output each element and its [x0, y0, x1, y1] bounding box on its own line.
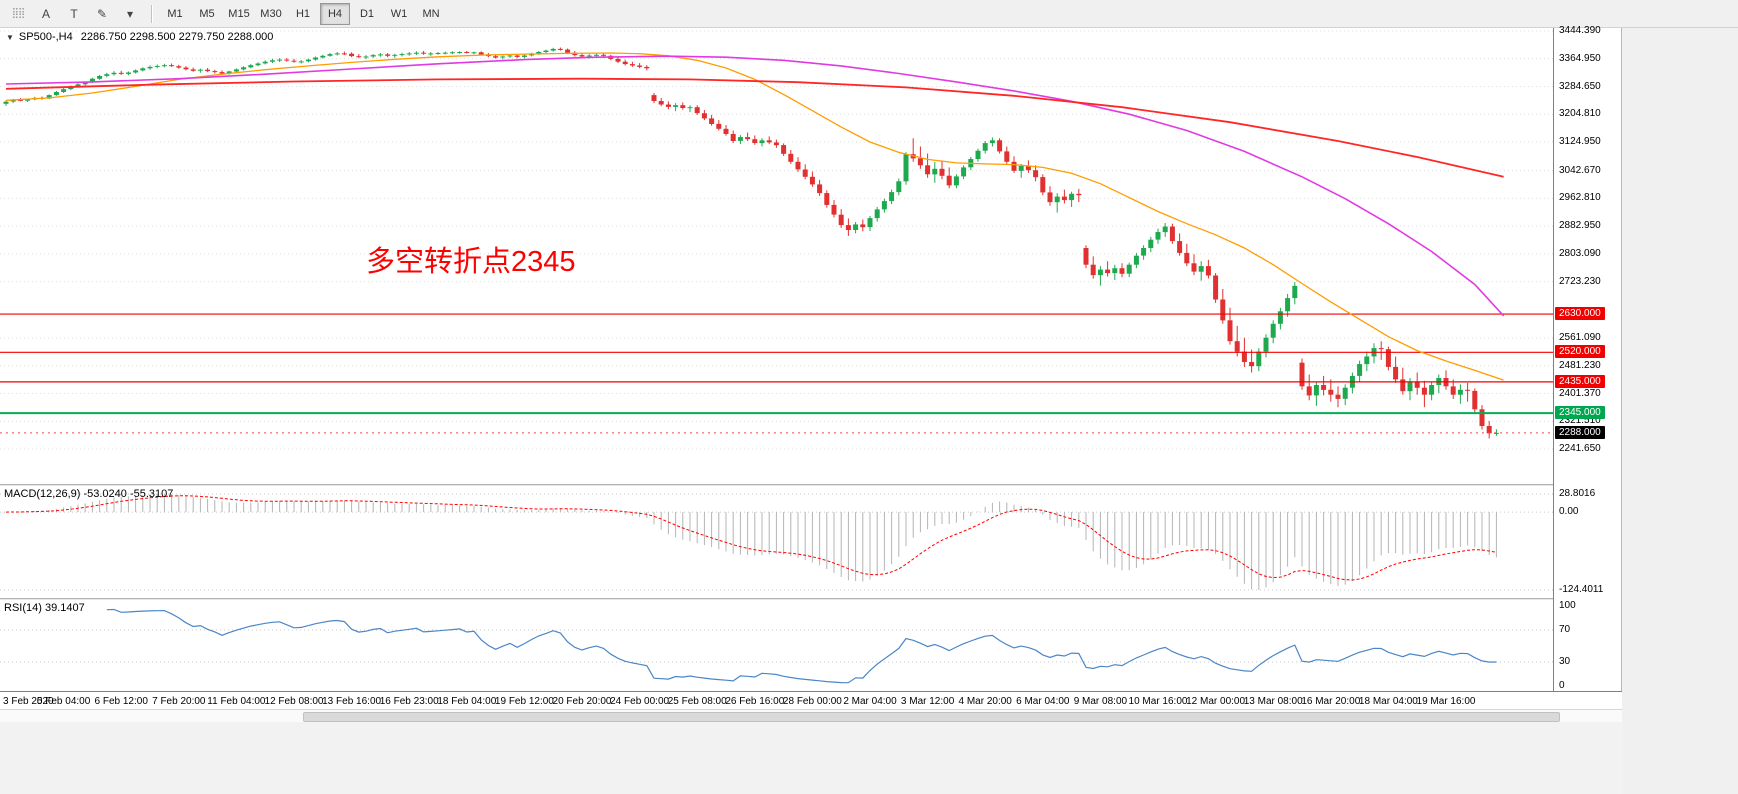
- timeframe-h1-button[interactable]: H1: [295, 7, 311, 20]
- draw-pencil-tool[interactable]: ✎: [96, 6, 108, 21]
- macd-axis-label: -124.4011: [1559, 584, 1604, 595]
- tool-dropdown[interactable]: ▾: [126, 6, 134, 21]
- price-level-badge: 2345.000: [1555, 406, 1605, 420]
- time-axis-label: 7 Feb 20:00: [152, 696, 206, 707]
- price-axis[interactable]: 3444.390 3364.950 3284.650 3204.810 3124.950…: [1553, 25, 1622, 691]
- price-level-badge: 2288.000: [1555, 425, 1605, 439]
- panel-separator[interactable]: [0, 598, 1622, 600]
- time-axis-label: 25 Feb 08:00: [667, 696, 727, 707]
- price-level-badge: 2630.000: [1555, 307, 1605, 321]
- time-axis-label: 19 Mar 16:00: [1416, 696, 1476, 707]
- timeframe-m15-button[interactable]: M15: [228, 7, 250, 20]
- rsi-panel: RSI(14) 39.1407: [0, 600, 1553, 691]
- timeframe-m30-button[interactable]: M30: [260, 7, 282, 20]
- price-axis-label: 3204.810: [1559, 108, 1601, 120]
- annotate-letter-tool[interactable]: A: [41, 6, 50, 21]
- timeframe-m5-button[interactable]: M5: [199, 7, 215, 20]
- price-axis-label: 3444.390: [1559, 25, 1601, 36]
- text-label-tool[interactable]: T: [70, 6, 78, 21]
- time-axis-label: 6 Mar 04:00: [1016, 696, 1070, 707]
- price-level-badge: 2435.000: [1555, 374, 1605, 388]
- time-axis-label: 12 Feb 08:00: [264, 696, 324, 707]
- price-level-badge: 2520.000: [1555, 345, 1605, 359]
- macd-axis-label: 0.00: [1559, 506, 1579, 518]
- price-axis-label: 2803.090: [1559, 247, 1601, 259]
- macd-panel: MACD(12,26,9) -53.0240 -55.3107: [0, 486, 1553, 598]
- macd-axis-label: 28.8016: [1559, 488, 1596, 499]
- horizontal-scrollbar: [0, 709, 1622, 722]
- time-axis-label: 12 Mar 00:00: [1186, 696, 1246, 707]
- time-axis-label: 3 Feb 2020: [3, 696, 54, 707]
- price-axis-label: 2962.810: [1559, 192, 1601, 204]
- rsi-axis-label: 0: [1559, 680, 1565, 691]
- price-axis-label: 2241.650: [1559, 443, 1601, 455]
- chart-legend: ▼ SP500-,H4 2286.750 2298.500 2279.750 228…: [6, 31, 273, 43]
- macd-label: MACD(12,26,9) -53.0240 -55.3107: [4, 488, 174, 500]
- time-axis-label: 16 Mar 20:00: [1301, 696, 1361, 707]
- price-axis-label: 2401.370: [1559, 387, 1601, 399]
- timeframe-d1-button[interactable]: D1: [359, 7, 375, 20]
- macd-canvas[interactable]: [0, 486, 1553, 598]
- time-axis[interactable]: 3 Feb 2020 5 Feb 04:00 6 Feb 12:00 7 Feb 20…: [0, 691, 1622, 709]
- price-axis-label: 2321.510: [1559, 415, 1601, 427]
- scrollbar-thumb[interactable]: [303, 712, 1560, 722]
- time-axis-label: 24 Feb 00:00: [610, 696, 670, 707]
- price-axis-label: 3364.950: [1559, 52, 1601, 64]
- toolbar-separator: [151, 4, 152, 23]
- time-axis-label: 16 Feb 23:00: [379, 696, 439, 707]
- time-axis-label: 3 Mar 12:00: [900, 696, 955, 707]
- timeframe-h4-button[interactable]: H4: [320, 2, 350, 25]
- rsi-axis-label: 30: [1559, 656, 1571, 667]
- time-axis-label: 4 Mar 20:00: [958, 696, 1012, 707]
- timeframe-group: M1 M5 M15 M30 H1 H4 D1 W1 MN: [159, 2, 447, 25]
- main-chart[interactable]: ▼ SP500-,H4 2286.750 2298.500 2279.750 228…: [0, 28, 1553, 484]
- price-axis-label: 3124.950: [1559, 136, 1601, 148]
- time-axis-label: 18 Mar 04:00: [1358, 696, 1418, 707]
- price-axis-label: 2481.230: [1559, 359, 1601, 371]
- drawing-tools-group: ⣿⣿ A T ✎ ▾: [4, 3, 144, 25]
- bottom-filler: [0, 722, 1738, 794]
- price-axis-label: 2882.950: [1559, 220, 1601, 232]
- rsi-label: RSI(14) 39.1407: [4, 602, 85, 614]
- price-axis-label: 3042.670: [1559, 164, 1601, 176]
- time-axis-label: 13 Feb 16:00: [322, 696, 382, 707]
- time-axis-label: 10 Mar 16:00: [1128, 696, 1188, 707]
- time-axis-label: 11 Feb 04:00: [207, 696, 266, 707]
- symbol-timeframe-label: SP500-,H4: [18, 31, 73, 43]
- time-axis-label: 20 Feb 20:00: [552, 696, 612, 707]
- time-axis-label: 13 Mar 08:00: [1243, 696, 1303, 707]
- timeframe-m1-button[interactable]: M1: [167, 7, 183, 20]
- price-axis-label: 2723.230: [1559, 275, 1601, 287]
- price-axis-label: 3284.650: [1559, 80, 1601, 92]
- timeframe-mn-button[interactable]: MN: [422, 7, 440, 20]
- ohlc-values: 2286.750 2298.500 2279.750 2288.000: [80, 31, 274, 43]
- candlestick-canvas[interactable]: [0, 28, 1553, 484]
- time-axis-label: 9 Mar 08:00: [1073, 696, 1128, 707]
- panel-separator[interactable]: [0, 484, 1622, 486]
- rsi-axis-label: 70: [1559, 624, 1571, 635]
- time-axis-label: 26 Feb 16:00: [725, 696, 785, 707]
- toolbar-grip[interactable]: ⣿⣿: [11, 8, 26, 19]
- time-axis-label: 2 Mar 04:00: [843, 696, 897, 707]
- price-axis-label: 2561.090: [1559, 332, 1601, 343]
- time-axis-label: 19 Feb 12:00: [494, 696, 554, 707]
- toolbar: ⣿⣿ A T ✎ ▾ M1 M5 M15 M30 H1 H4 D1 W1 MN: [0, 0, 1738, 28]
- rsi-axis-label: 100: [1559, 600, 1576, 611]
- time-axis-label: 5 Feb 04:00: [36, 696, 91, 707]
- collapse-chevron-icon[interactable]: ▼: [6, 33, 14, 42]
- timeframe-w1-button[interactable]: W1: [390, 7, 408, 20]
- right-filler: [1623, 28, 1738, 794]
- time-axis-label: 28 Feb 00:00: [782, 696, 842, 707]
- time-axis-label: 6 Feb 12:00: [94, 696, 148, 707]
- time-axis-label: 18 Feb 04:00: [437, 696, 497, 707]
- rsi-canvas[interactable]: [0, 600, 1553, 691]
- chart-annotation-text: 多空转折点2345: [366, 246, 576, 278]
- chart-window: ▼ SP500-,H4 2286.750 2298.500 2279.750 228…: [0, 25, 1622, 709]
